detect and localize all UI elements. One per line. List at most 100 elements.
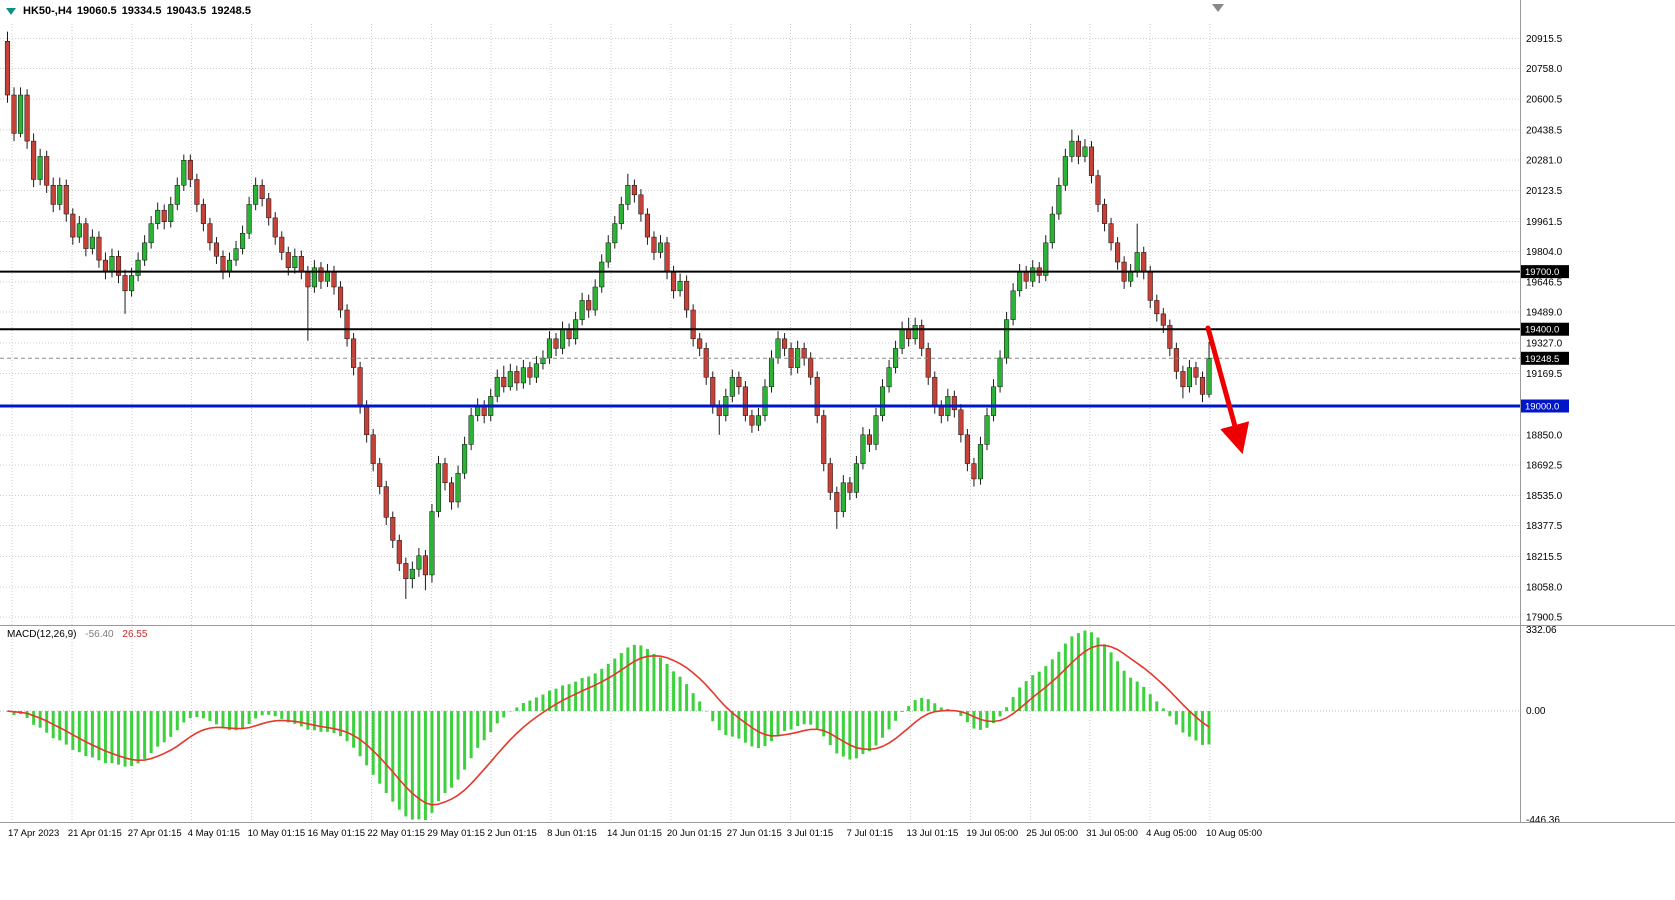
macd-histogram-bar [933,703,937,712]
candle [233,248,239,261]
macd-histogram-bar [228,711,232,731]
candle [546,338,553,359]
candle [860,434,866,464]
candle [102,259,109,272]
svg-text:19400.0: 19400.0 [1525,325,1559,336]
candle [840,482,846,512]
candle [736,376,742,388]
candle [83,223,89,249]
time-axis-label: 14 Jun 01:15 [607,828,662,839]
macd-histogram-bar [978,711,982,730]
macd-histogram-bar [743,711,747,743]
candle [533,363,539,378]
candle [925,348,931,378]
objects-layer[interactable] [0,270,1520,408]
macd-histogram-bar [717,711,721,731]
macd-histogram-bar [730,711,734,737]
macd-histogram-bar [737,711,741,739]
price-axis-label: 20123.5 [1526,186,1563,197]
axis-layer[interactable]: 17 Apr 2023 21 Apr 01:15 27 Apr 01:15 4 May… [0,0,1675,839]
macd-histogram-bar [835,711,839,754]
chart-shift-marker[interactable] [1212,4,1224,12]
time-axis-label: 16 May 01:15 [308,828,366,839]
macd-histogram-bar [260,711,264,716]
price-axis-label: 18850.0 [1526,430,1563,441]
macd-signal-line [7,644,1210,806]
candle [377,463,383,487]
macd-histogram-bar [508,711,512,712]
macd-histogram-bar [312,711,316,731]
macd-histogram-bar [1207,711,1211,745]
candle [337,286,344,311]
trend-arrow[interactable] [1205,325,1250,455]
macd-histogram-bar [391,711,395,802]
macd-histogram-bar [711,711,715,722]
macd-histogram-bar [90,711,94,758]
quote-info-bar: HK50-,H4 19060.5 19334.5 19043.5 19248.5 [6,5,251,17]
candle [853,463,859,493]
macd-histogram-bar [456,711,460,780]
candle [984,415,990,445]
svg-text:19000.0: 19000.0 [1525,402,1559,413]
candle [272,217,278,238]
macd-histogram-bar [136,711,140,764]
candle [932,376,938,407]
macd-name-label: MACD(12,26,9) [7,629,77,640]
macd-histogram-bar [920,697,924,712]
candle [213,242,220,257]
time-axis-label: 20 Jun 01:15 [667,828,722,839]
candle [638,194,644,215]
macd-histogram-bar [436,711,440,802]
macd-histogram-bar [97,711,101,761]
candle [762,386,768,416]
macd-histogram-bar [561,685,565,712]
candle [31,140,37,180]
macd-axis-label: -446.36 [1526,815,1560,826]
macd-histogram-bar [195,711,199,718]
time-axis-label: 27 Apr 01:15 [128,828,182,839]
candle [540,357,546,365]
candle [808,357,814,378]
macd-histogram-bar [410,711,414,820]
macd-histogram-bar [32,711,36,725]
macd-histogram-bar [169,711,173,737]
candle [866,434,873,445]
candle [89,236,95,249]
macd-axis-label: 0.00 [1526,706,1546,717]
candle [455,472,461,503]
annotation-layer[interactable] [1205,4,1250,455]
candle [1134,252,1140,272]
candle [311,267,317,288]
macd-histogram-bar [423,711,427,820]
candle [657,242,664,253]
macd-histogram-bar [926,699,930,712]
macd-histogram-bar [476,711,480,748]
macd-histogram-bar [770,711,774,742]
candle [768,357,775,388]
candle [964,434,970,464]
macd-histogram-bar [241,711,245,729]
macd-histogram-bar [789,711,793,730]
macd-histogram-bar [77,711,81,753]
candle [886,367,892,388]
macd-histogram-bar [652,653,656,712]
macd-histogram-bar [822,711,826,737]
macd-histogram-bar [384,711,388,793]
candle [801,348,807,359]
price-axis-label: 19961.5 [1526,217,1563,228]
price-axis-label: 20281.0 [1526,156,1563,167]
current-price-badge [1521,351,1569,365]
macd-histogram-bar [796,711,800,727]
svg-text:19248.5: 19248.5 [1525,354,1559,365]
macd-indicator-label: MACD(12,26,9) -56.40 26.55 [7,629,147,640]
macd-histogram-bar [521,703,525,712]
macd-histogram-bar [724,711,728,736]
macd-histogram-bar [887,711,891,730]
candle [1023,271,1029,282]
candle [142,242,148,261]
symbol-dropdown-icon[interactable] [6,7,16,15]
candle [129,275,135,292]
macd-histogram-bar [397,711,401,810]
macd-histogram-bar [1103,644,1107,712]
